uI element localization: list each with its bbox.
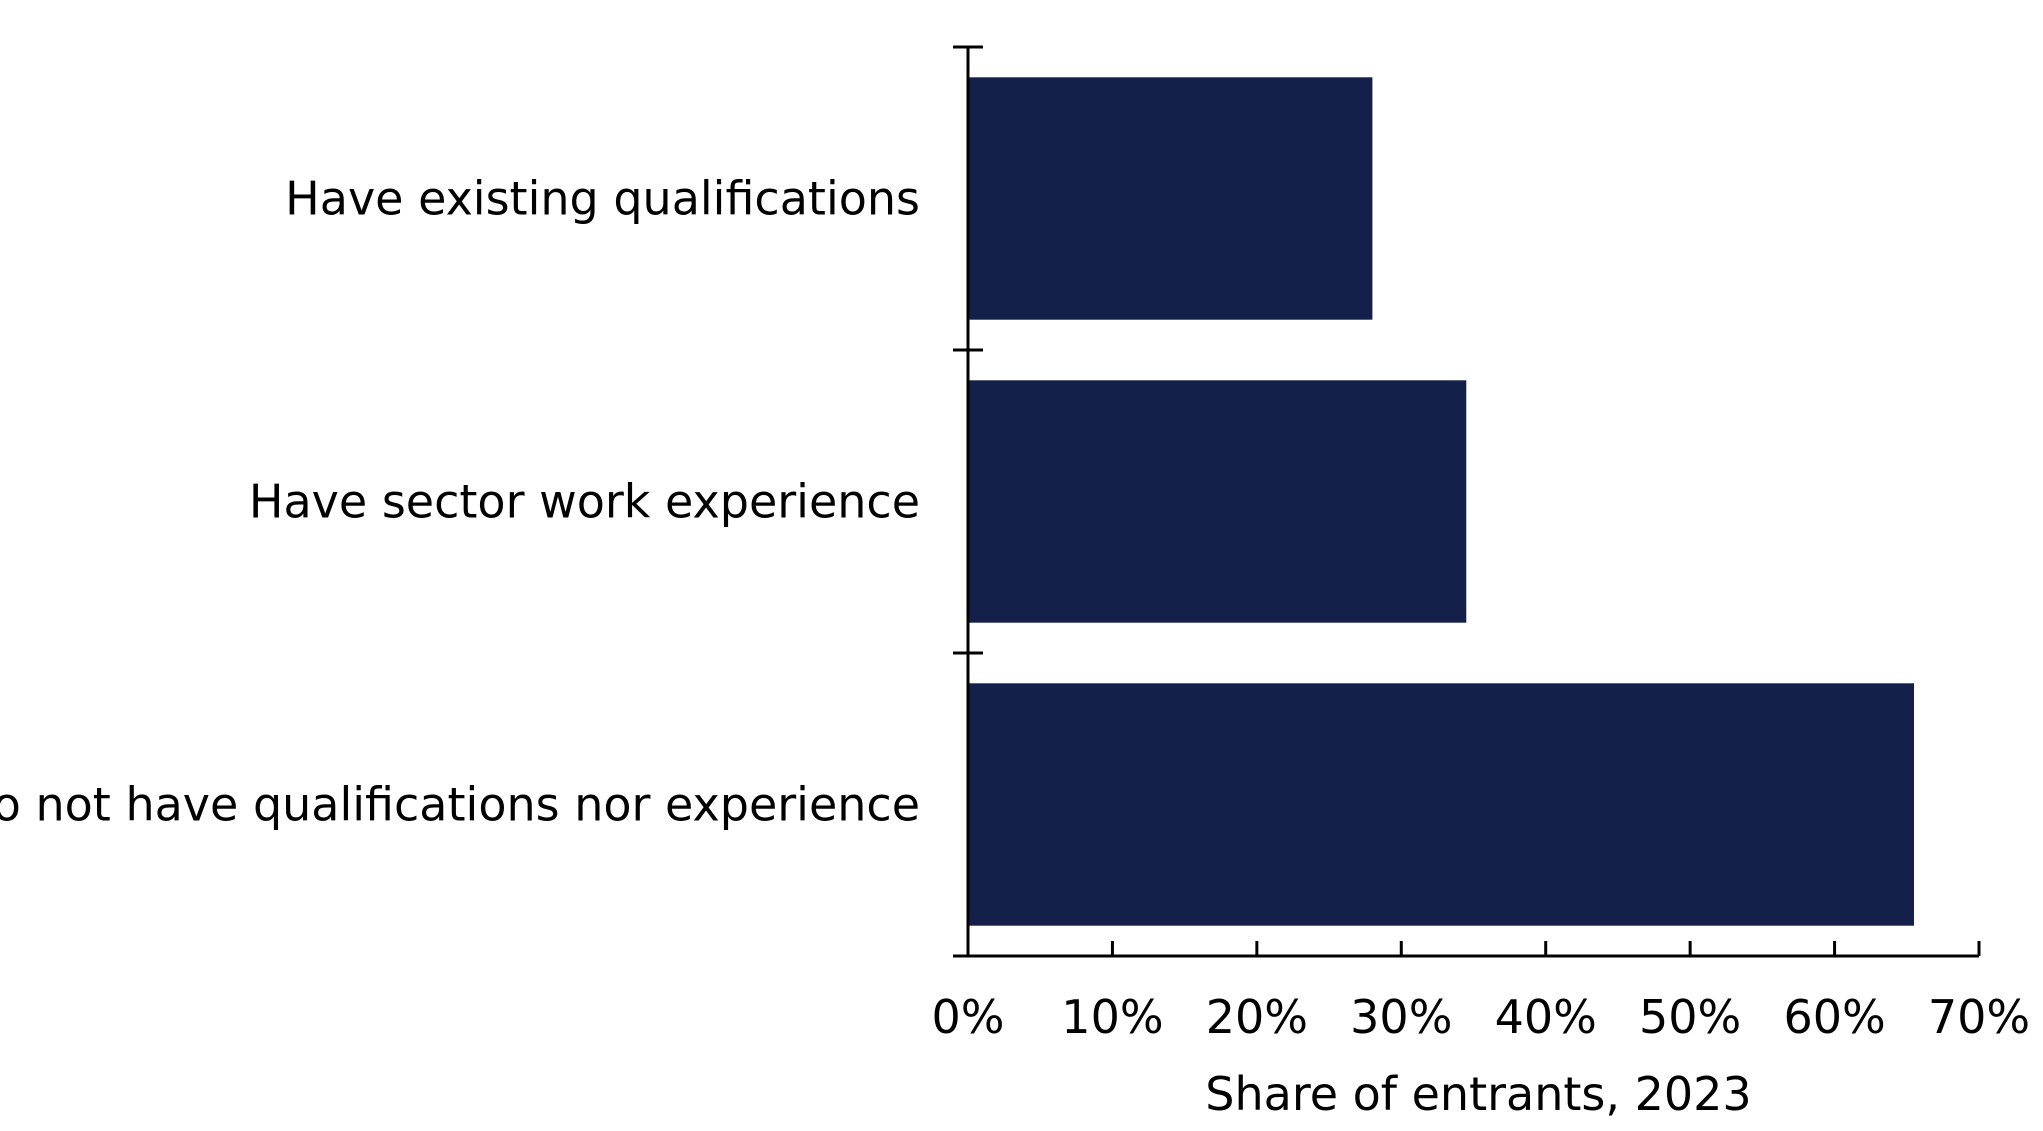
x-tick-label: 0% [932,990,1005,1044]
x-ticks-group: 0% 10% 20% 30% 40% 50% 60% 70% [932,941,2030,1044]
category-label: Do not have qualifications nor experienc… [0,778,920,832]
category-label: Have existing qualifications [285,172,920,226]
axes-group [953,47,1979,958]
x-tick-label: 10% [1061,990,1163,1044]
x-axis-title: Share of entrants, 2023 [1205,1067,1751,1121]
x-tick-label: 60% [1783,990,1885,1044]
category-label: Have sector work experience [249,475,920,529]
x-tick-label: 30% [1350,990,1452,1044]
x-tick-label: 20% [1206,990,1308,1044]
bar-have-existing-qualifications [968,77,1373,320]
x-tick-label: 70% [1928,990,2030,1044]
bar-have-sector-work-experience [968,380,1467,623]
bar-do-not-have-qualifications-nor-experience [968,683,1915,926]
bars-group [968,77,1915,926]
x-tick-label: 40% [1495,990,1597,1044]
category-labels-group: Have existing qualifications Have sector … [0,172,920,832]
x-tick-label: 50% [1639,990,1741,1044]
